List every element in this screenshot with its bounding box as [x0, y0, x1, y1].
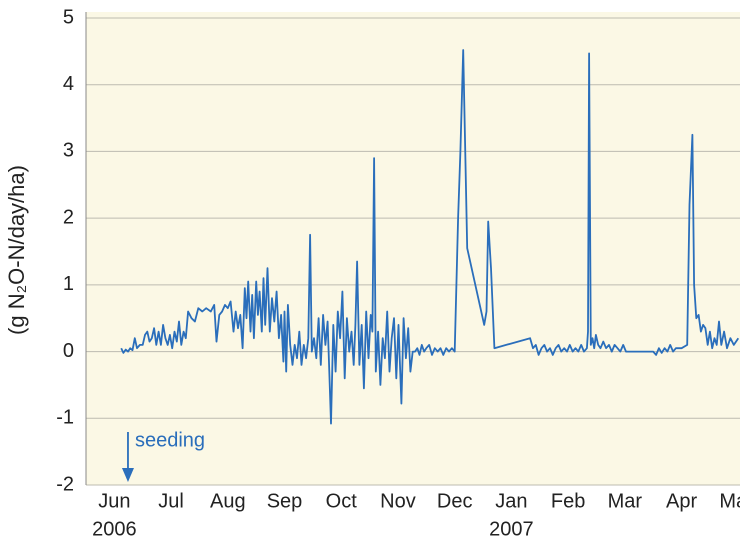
x-tick-label: Oct — [326, 490, 358, 512]
x-tick-label: Dec — [437, 490, 473, 512]
y-tick-label: 0 — [63, 340, 74, 362]
y-tick-label: 1 — [63, 273, 74, 295]
y-axis-label: (g N₂O-N/day/ha) — [4, 165, 29, 335]
year-label: 2006 — [92, 518, 137, 540]
x-tick-label: Mar — [608, 490, 643, 512]
x-tick-label: May — [719, 490, 740, 512]
annotation: seeding — [135, 429, 205, 451]
year-label: 2007 — [489, 518, 534, 540]
data-line — [120, 49, 740, 425]
x-tick-label: Aug — [210, 490, 246, 512]
y-tick-label: 4 — [63, 73, 74, 95]
x-tick-label: Jan — [495, 490, 527, 512]
seeding-arrowhead — [121, 468, 134, 482]
y-tick-label: -2 — [56, 473, 74, 495]
y-tick-label: 3 — [63, 140, 74, 162]
x-tick-label: Jun — [98, 490, 130, 512]
y-tick-label: 5 — [63, 6, 74, 28]
y-tick-label: 2 — [63, 206, 74, 228]
y-tick-label: -1 — [56, 407, 74, 429]
x-tick-label: Sep — [267, 490, 303, 512]
x-tick-label: Jul — [158, 490, 184, 512]
x-tick-label: Feb — [551, 490, 585, 512]
x-tick-label: Nov — [380, 490, 416, 512]
x-tick-label: Apr — [666, 490, 697, 512]
plot-background — [86, 12, 740, 485]
